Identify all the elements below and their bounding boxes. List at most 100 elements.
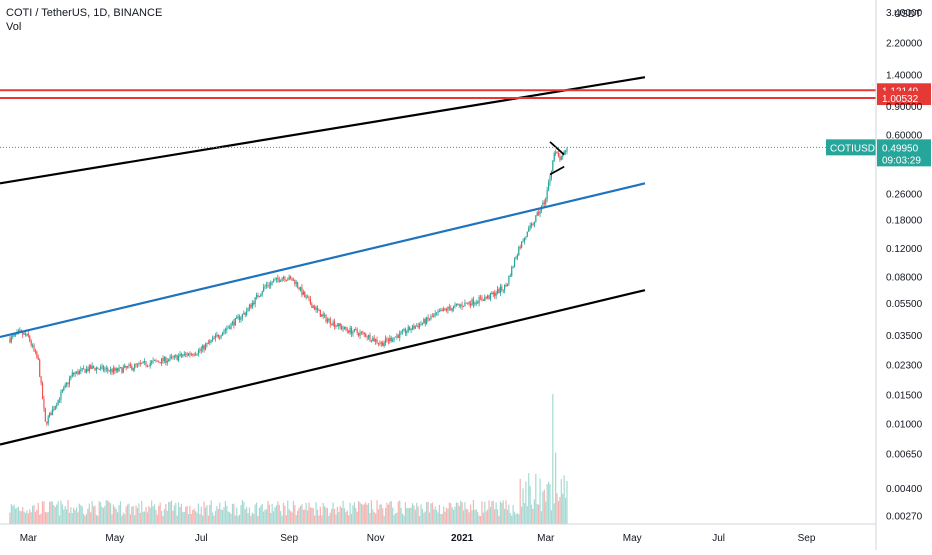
candle [525,236,527,238]
volume-bar [115,509,117,524]
volume-bar [471,510,473,524]
candle [437,311,439,313]
last-price-tag [877,139,931,167]
candle [338,323,340,327]
candle [160,358,163,364]
volume-bar [399,500,401,524]
candle [63,387,65,391]
volume-bar [343,507,346,524]
candle [270,282,272,286]
candle [53,409,55,411]
volume-bar [550,510,552,524]
countdown-value: 09:03:29 [882,155,921,166]
candle [251,302,253,308]
volume-bar [236,507,238,524]
volume-series [9,394,568,524]
candle [203,345,205,350]
volume-bar [216,506,218,524]
candle [213,337,215,339]
volume-bar [17,506,20,524]
volume-bar [342,500,344,524]
volume-bar [396,512,398,524]
candle [460,304,462,306]
candle [404,329,406,334]
volume-bar [445,507,448,524]
candle [342,328,344,330]
volume-bar [384,507,387,524]
volume-bar [329,512,331,524]
candle [523,237,526,242]
volume-bar [84,515,86,524]
price-tick-label: 0.90000 [886,102,923,113]
volume-bar [240,505,242,524]
volume-bar [71,513,73,524]
candle [54,406,56,410]
volume-bar [237,515,239,524]
price-tick-label: 0.05500 [886,299,923,310]
candle [285,280,287,281]
candle [210,340,212,341]
candle [64,384,66,388]
candle [372,338,374,342]
candle [70,376,72,379]
candle [284,277,286,281]
candle [122,367,124,373]
volume-bar [547,481,550,524]
volume-bar [246,507,248,524]
candle [329,318,331,325]
volume-bar [501,503,503,524]
candle [230,323,232,329]
candle [325,315,327,322]
candle [165,356,167,363]
volume-bar [189,505,191,524]
candle [58,399,61,401]
symbol-title[interactable]: COTI / TetherUS, 1D, BINANCE [6,7,163,19]
volume-bar [209,504,211,524]
candle [183,353,185,356]
volume-bar [272,511,275,524]
volume-bar [265,509,268,524]
candle [458,304,460,306]
candle [98,369,100,370]
volume-bar [98,501,100,524]
volume-bar [563,475,565,524]
volume-bar [553,503,555,524]
candle [81,368,83,370]
volume-bar [221,510,224,524]
candle [539,210,541,215]
candle [134,364,136,369]
candle [268,285,270,287]
volume-legend[interactable]: Vol [6,21,22,33]
time-tick-label: Sep [798,533,816,544]
candle [148,365,150,367]
volume-bar [81,506,83,524]
volume-bar [324,506,326,524]
candle [461,304,463,307]
candle [426,317,428,324]
candle [94,367,96,371]
volume-bar [546,484,548,524]
candle [159,362,161,364]
currency-label: USDT [894,9,921,20]
volume-bar [414,509,416,524]
volume-bar [377,509,380,524]
price-tick-label: 0.01500 [886,391,923,402]
time-tick-label: 2021 [451,533,474,544]
volume-bar [526,506,528,524]
candle [291,278,293,281]
volume-bar [196,512,198,524]
volume-bar [87,508,89,524]
candle [146,365,149,367]
candle [379,343,381,345]
time-tick-label: Sep [280,533,298,544]
volume-bar [304,509,306,524]
volume-bar [348,515,350,524]
candle [233,321,235,326]
candle [163,356,166,361]
volume-bar [481,501,483,524]
candle [87,368,89,372]
candle [538,212,540,215]
candle [111,369,113,373]
